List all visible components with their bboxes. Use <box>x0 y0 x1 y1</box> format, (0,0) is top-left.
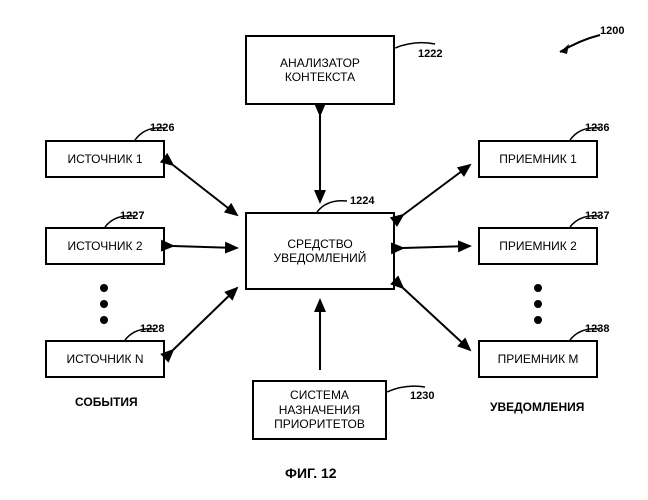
sink-2-box: ПРИЕМНИК 2 <box>478 227 598 265</box>
ref-1237: 1237 <box>585 210 609 222</box>
ref-1228: 1228 <box>140 323 164 335</box>
ellipsis-dot <box>100 316 108 324</box>
ellipsis-dot <box>534 316 542 324</box>
ref-1236: 1236 <box>585 122 609 134</box>
context-analyzer-box: АНАЛИЗАТОР КОНТЕКСТА <box>245 35 395 105</box>
ref-1238: 1238 <box>585 323 609 335</box>
ellipsis-dot <box>100 284 108 292</box>
ref-1226: 1226 <box>150 122 174 134</box>
source-2-box: ИСТОЧНИК 2 <box>45 227 165 265</box>
ref-1230: 1230 <box>410 390 434 402</box>
events-label: СОБЫТИЯ <box>75 395 138 409</box>
source-n-box: ИСТОЧНИК N <box>45 340 165 378</box>
notifications-label: УВЕДОМЛЕНИЯ <box>490 400 584 414</box>
ref-1222: 1222 <box>418 48 442 60</box>
ref-1224: 1224 <box>350 195 374 207</box>
sink-1-box: ПРИЕМНИК 1 <box>478 140 598 178</box>
figure-caption: ФИГ. 12 <box>285 465 337 481</box>
notification-tool-box: СРЕДСТВО УВЕДОМЛЕНИЙ <box>245 212 395 290</box>
ellipsis-dot <box>100 300 108 308</box>
ref-leader-1224 <box>312 197 352 215</box>
sink-m-box: ПРИЕМНИК M <box>478 340 598 378</box>
ref-1227: 1227 <box>120 210 144 222</box>
priority-system-box: СИСТЕМА НАЗНАЧЕНИЯ ПРИОРИТЕТОВ <box>252 380 387 440</box>
diagram-canvas: 1200 АНАЛИЗАТОР КОНТЕКСТА СРЕДСТВО УВЕДО… <box>0 0 648 500</box>
ellipsis-dot <box>534 300 542 308</box>
source-1-box: ИСТОЧНИК 1 <box>45 140 165 178</box>
fig-id-label: 1200 <box>600 25 624 37</box>
ellipsis-dot <box>534 284 542 292</box>
